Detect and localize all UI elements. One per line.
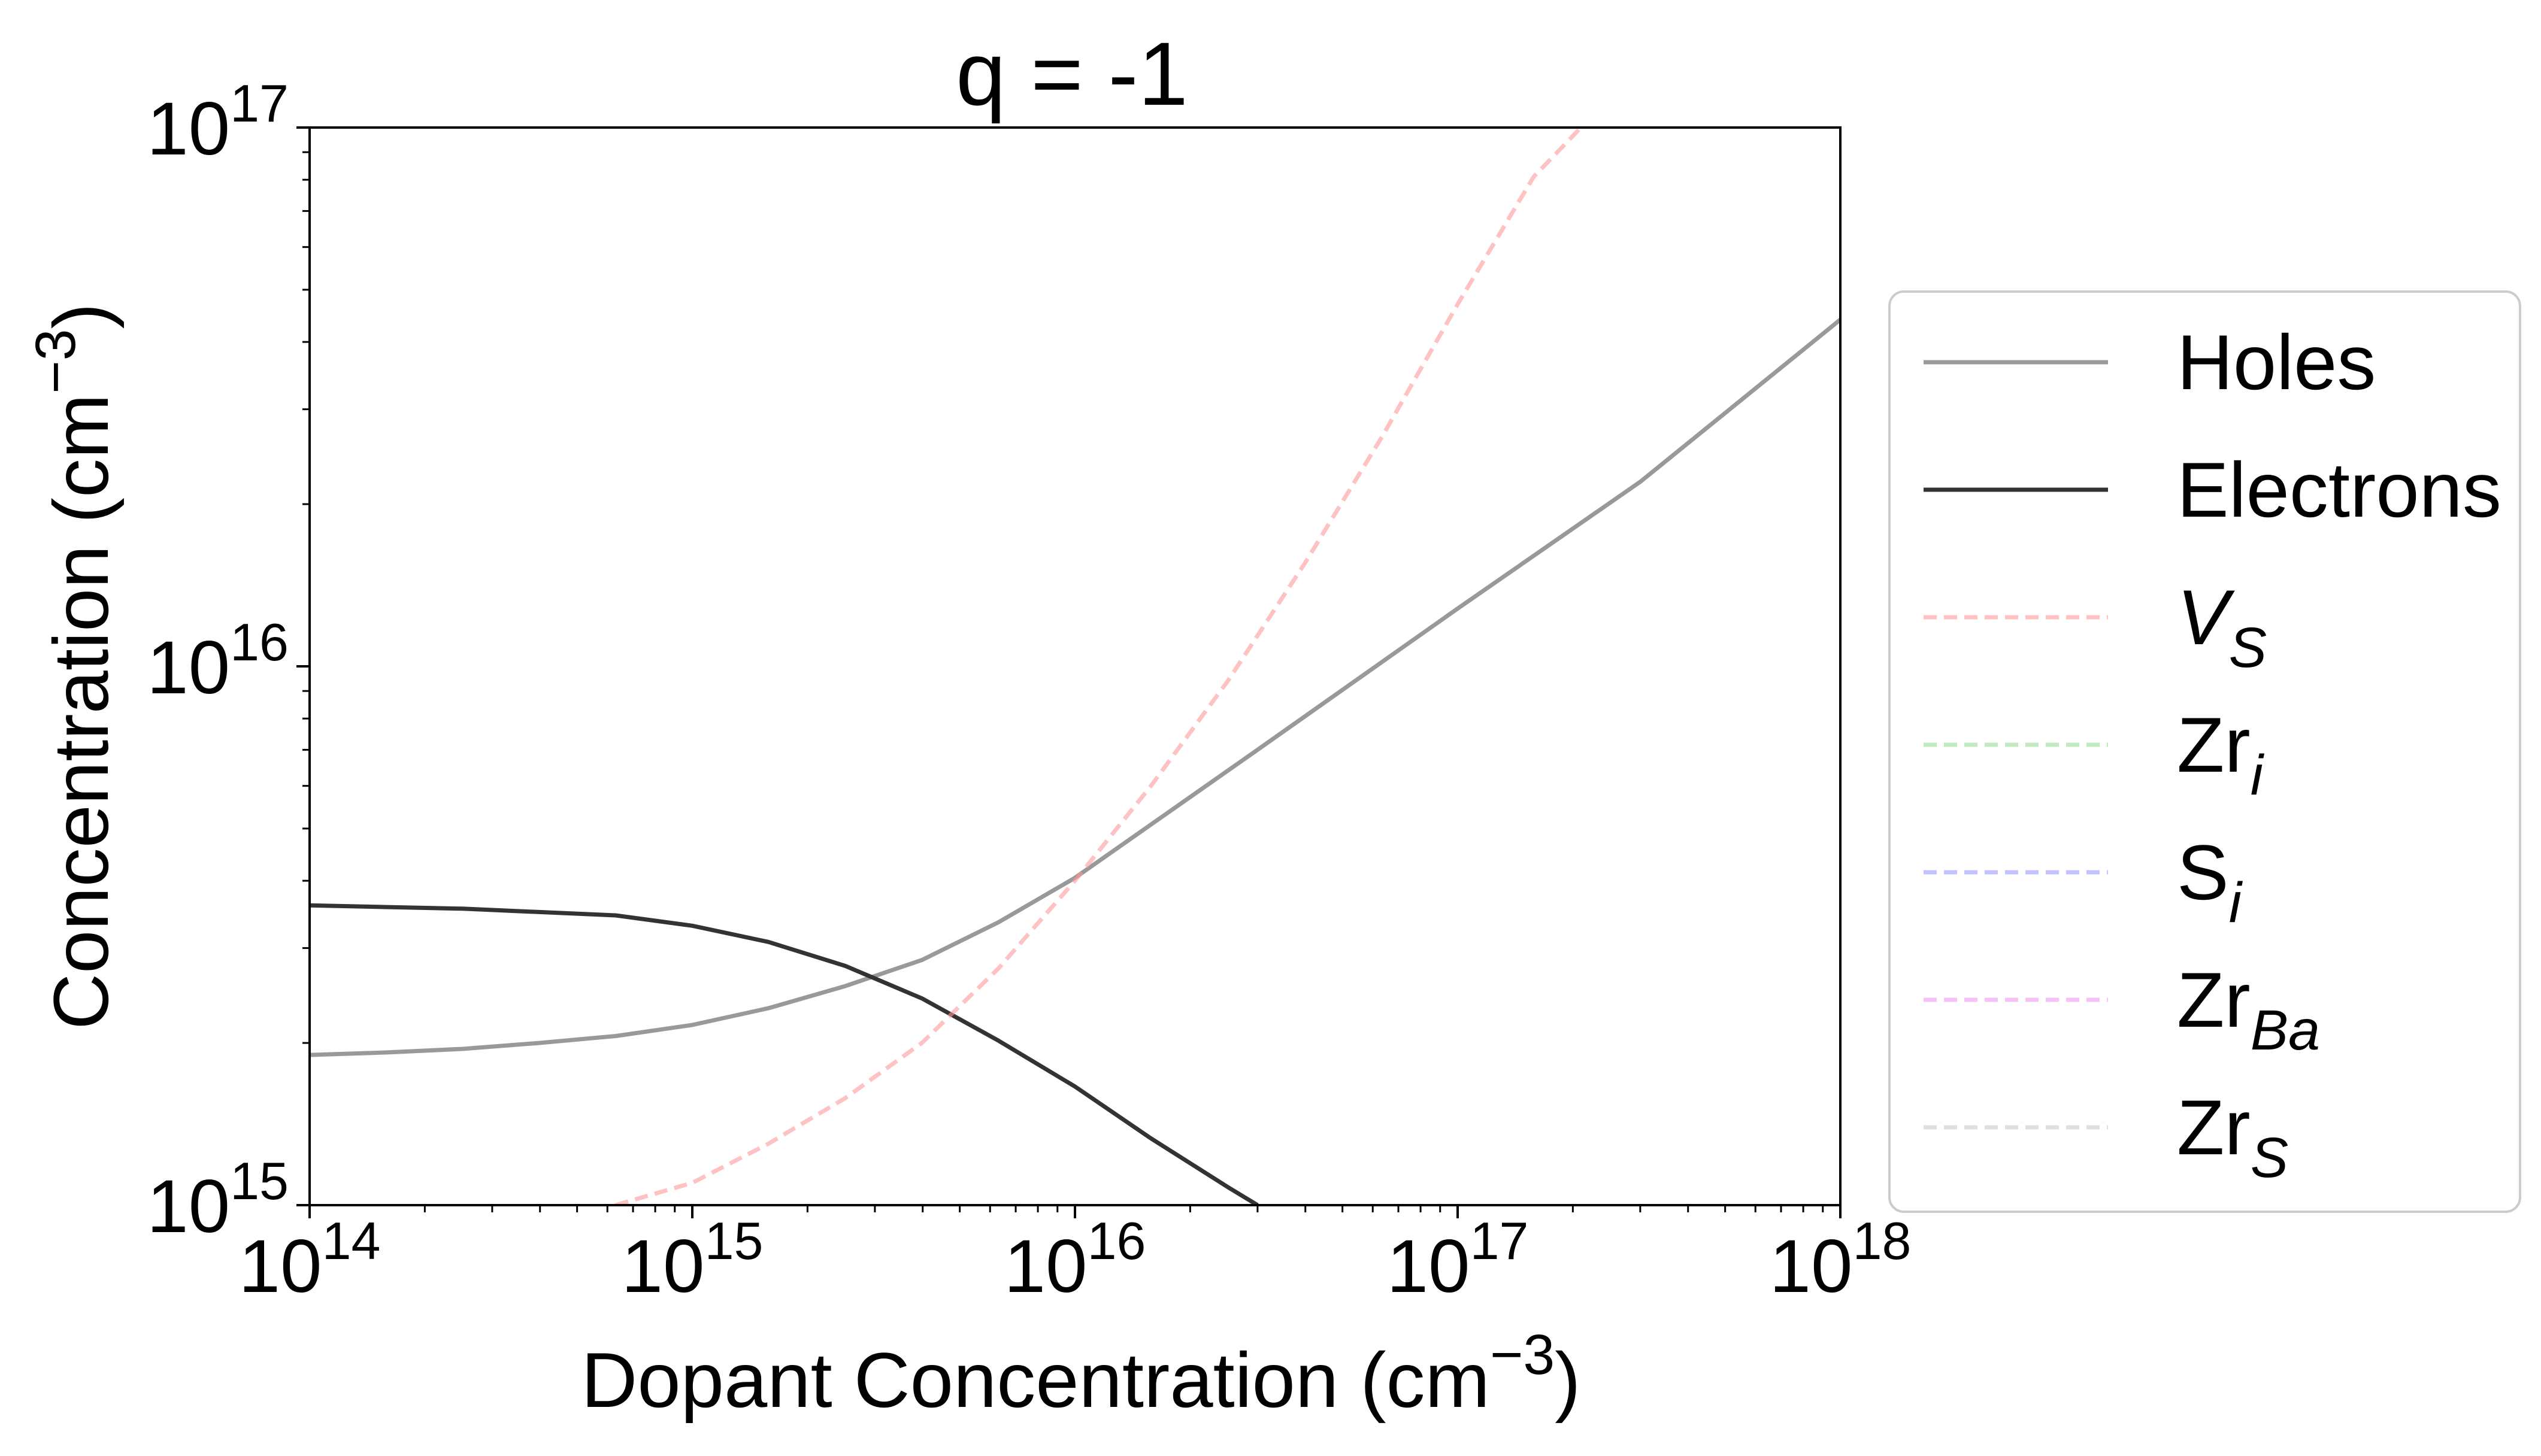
legend-label: Electrons [2177, 446, 2501, 533]
y-axis-label: Concentration (cm−3) [24, 303, 125, 1030]
legend-label: VS [2177, 574, 2267, 680]
y-tick-label-exp: 17 [230, 74, 289, 133]
plot-frame [308, 126, 1842, 1206]
x-tick-label: 1014 [239, 1211, 381, 1308]
x-tick-label-base: 10 [1004, 1225, 1088, 1308]
x-tick-label-exp: 15 [705, 1211, 764, 1270]
legend-label-base: Zr [2177, 701, 2251, 788]
y-tick-label: 1016 [147, 612, 289, 709]
x-tick-label: 1018 [1770, 1211, 1912, 1308]
legend-label-sub: i [2229, 871, 2243, 935]
legend-label-sub: S [2251, 1126, 2288, 1190]
legend-label-base: Zr [2177, 1084, 2251, 1171]
x-tick-label-exp: 14 [322, 1211, 381, 1270]
legend-label-sub: i [2251, 744, 2265, 807]
y-tick-label-base: 10 [147, 626, 230, 709]
x-axis-label-exp: −3 [1490, 1323, 1555, 1387]
x-tick-label-exp: 16 [1088, 1211, 1146, 1270]
x-tick-label: 1015 [622, 1211, 764, 1308]
y-tick-label-exp: 16 [230, 612, 289, 672]
legend-label-base: Holes [2177, 318, 2376, 406]
chart-title: q = -1 [956, 23, 1188, 124]
y-tick-label-exp: 15 [230, 1151, 289, 1211]
legend-box [1888, 290, 2521, 1213]
y-axis-label-close: ) [37, 303, 125, 329]
x-axis-label: Dopant Concentration (cm−3) [581, 1323, 1580, 1424]
series-line-electrons [310, 903, 1259, 1205]
legend-label: ZrBa [2177, 956, 2320, 1062]
y-tick-label: 1017 [147, 74, 289, 171]
x-tick-label-exp: 18 [1853, 1211, 1912, 1270]
x-axis-label-close: ) [1555, 1336, 1580, 1424]
legend-label: ZrS [2177, 1084, 2288, 1190]
legend-label: Zri [2177, 701, 2265, 807]
series-line-v-s [614, 128, 1583, 1205]
y-tick-label: 1015 [147, 1151, 289, 1248]
x-tick-label-base: 10 [1770, 1225, 1853, 1308]
y-axis-label-text: Concentration (cm [37, 394, 125, 1030]
legend-label-base: V [2177, 574, 2235, 661]
y-axis-label-exp: −3 [24, 329, 87, 393]
legend-label: Holes [2177, 318, 2376, 406]
x-tick-label-exp: 17 [1470, 1211, 1529, 1270]
legend-label: Si [2177, 829, 2243, 935]
x-tick-label-base: 10 [239, 1225, 322, 1308]
y-tick-label-base: 10 [147, 87, 230, 171]
x-tick-label-base: 10 [622, 1225, 705, 1308]
x-axis-label-text: Dopant Concentration (cm [581, 1336, 1489, 1424]
y-tick-label-base: 10 [147, 1165, 230, 1248]
legend-label-sub: Ba [2251, 999, 2320, 1062]
x-tick-label: 1016 [1004, 1211, 1146, 1308]
legend-label-base: Electrons [2177, 446, 2501, 533]
series-layer [310, 128, 1840, 1205]
x-tick-label: 1017 [1387, 1211, 1529, 1308]
legend-label-sub: S [2229, 616, 2267, 680]
series-line-holes [310, 318, 1840, 1057]
legend-label-base: S [2177, 829, 2229, 916]
legend-label-base: Zr [2177, 956, 2251, 1044]
x-tick-label-base: 10 [1387, 1225, 1470, 1308]
